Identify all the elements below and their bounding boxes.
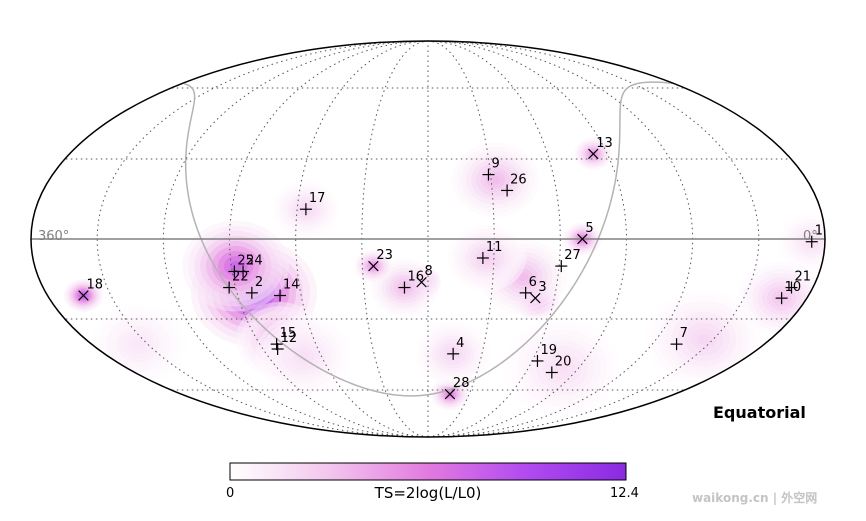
source-markers: 12 34567891011121314151617181920212223242… bbox=[78, 136, 823, 400]
ts-hotspot bbox=[255, 314, 353, 398]
axis-label-left: 360° bbox=[38, 229, 69, 244]
x-marker bbox=[416, 276, 427, 288]
colorbar-max-label: 12.4 bbox=[610, 486, 639, 501]
source-25: 25 bbox=[228, 253, 254, 278]
source-4: 4 bbox=[447, 336, 464, 360]
source-21: 21 bbox=[785, 270, 812, 294]
source-label: 25 bbox=[237, 253, 254, 268]
source-9: 9 bbox=[482, 157, 500, 181]
source-label: 21 bbox=[795, 270, 812, 285]
source-12: 12 bbox=[271, 331, 298, 356]
source-label: 7 bbox=[680, 326, 688, 341]
source-16: 16 bbox=[398, 270, 424, 294]
source-27: 27 bbox=[555, 248, 581, 273]
watermark: waikong.cn | 外空网 bbox=[692, 490, 817, 505]
source-label: 18 bbox=[86, 278, 103, 293]
source-2: 2 bbox=[245, 275, 263, 299]
source-label: 22 bbox=[232, 270, 249, 285]
source-label: 14 bbox=[283, 278, 300, 293]
source-7: 7 bbox=[670, 326, 688, 351]
source-label: 9 bbox=[491, 157, 499, 172]
ts-hotspot bbox=[479, 239, 567, 314]
source-label: 2 bbox=[255, 275, 263, 290]
meridian-line bbox=[427, 41, 561, 437]
axis-label-right: 0° bbox=[803, 229, 818, 244]
source-13: 13 bbox=[588, 136, 613, 160]
source-label: 15 bbox=[280, 326, 297, 341]
colorbar bbox=[229, 462, 627, 481]
sky-boundary bbox=[30, 40, 826, 438]
colorbar-label: TS=2log(L/L0) bbox=[374, 484, 482, 502]
source-28: 28 bbox=[444, 376, 470, 400]
galactic-plane-curve bbox=[184, 81, 674, 397]
source-24: 24 bbox=[237, 253, 263, 278]
meridian-line bbox=[96, 41, 429, 437]
source-22: 22 bbox=[223, 270, 249, 294]
x-marker bbox=[368, 260, 379, 272]
source-8: 8 bbox=[416, 264, 433, 288]
source-label: 8 bbox=[425, 264, 433, 279]
source-6: 6 bbox=[519, 275, 537, 299]
source-14: 14 bbox=[274, 278, 300, 302]
ts-hotspot bbox=[89, 302, 187, 386]
ts-hotspot bbox=[182, 220, 290, 312]
x-marker bbox=[444, 388, 456, 400]
source-15: 15 bbox=[270, 326, 297, 351]
source-label: 11 bbox=[486, 240, 503, 255]
source-label: 26 bbox=[510, 172, 527, 187]
source-26: 26 bbox=[501, 172, 527, 197]
source-23: 23 bbox=[368, 248, 393, 272]
source-label: 28 bbox=[453, 376, 470, 391]
source-20: 20 bbox=[545, 354, 572, 379]
source-label: 24 bbox=[246, 253, 263, 268]
source-5: 5 bbox=[577, 221, 594, 245]
source-label: 17 bbox=[309, 191, 326, 206]
source-label: 5 bbox=[585, 221, 593, 236]
source-11: 11 bbox=[476, 240, 503, 264]
source-label: 13 bbox=[596, 136, 613, 151]
source-label: 19 bbox=[540, 343, 557, 358]
source-3: 3 bbox=[530, 280, 547, 304]
source-label: 3 bbox=[538, 280, 546, 295]
source-label: 27 bbox=[564, 248, 581, 263]
source-label: 6 bbox=[529, 275, 537, 290]
colorbar-min-label: 0 bbox=[226, 486, 234, 501]
source-label: 16 bbox=[407, 270, 424, 285]
x-marker bbox=[588, 148, 599, 160]
source-1: 1 bbox=[805, 224, 823, 248]
source-label: 23 bbox=[376, 248, 393, 263]
x-marker bbox=[577, 233, 588, 245]
frame-label: Equatorial bbox=[713, 403, 806, 422]
source-19: 19 bbox=[531, 343, 557, 367]
source-label: 1 bbox=[815, 224, 823, 239]
source-label: 12 bbox=[281, 331, 298, 346]
source-label: 4 bbox=[456, 336, 464, 351]
x-marker bbox=[78, 290, 89, 301]
source-18: 18 bbox=[78, 278, 103, 301]
ts-hotspot bbox=[503, 318, 621, 418]
ts-hotspot bbox=[645, 289, 763, 389]
ts-hotspot bbox=[451, 142, 540, 217]
x-marker bbox=[530, 292, 541, 304]
source-label: 20 bbox=[555, 354, 572, 369]
source-17: 17 bbox=[299, 191, 326, 216]
